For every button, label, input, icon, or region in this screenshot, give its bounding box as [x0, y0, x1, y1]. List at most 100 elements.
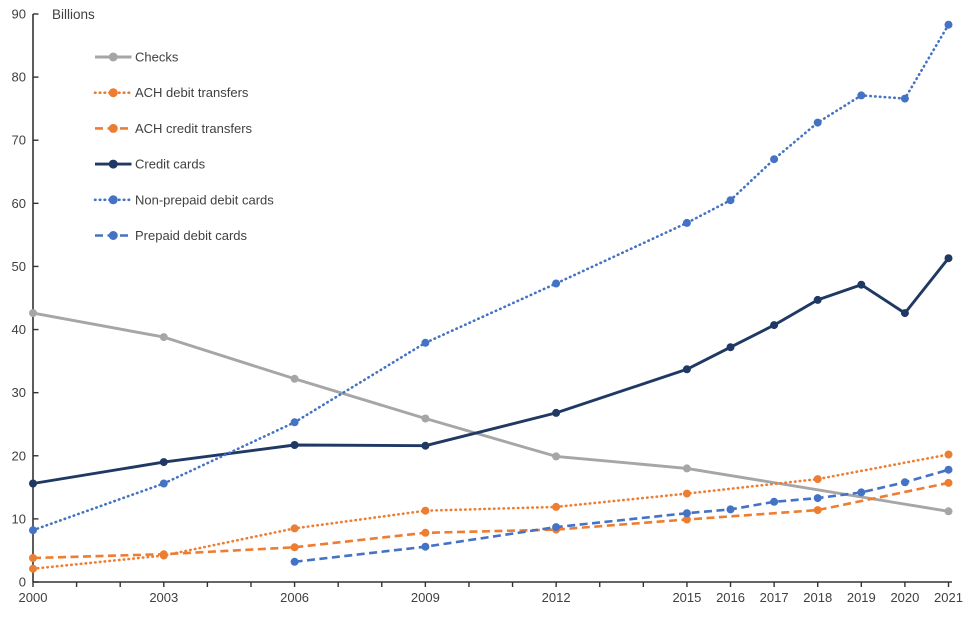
series-line [32, 311, 949, 513]
data-point [813, 475, 822, 484]
legend-item-checks: Checks [95, 50, 179, 65]
data-point [421, 528, 430, 537]
series-checks [29, 309, 953, 516]
y-tick-label: 10 [12, 511, 26, 526]
data-point [682, 515, 691, 524]
legend-marker [108, 52, 118, 62]
data-point [770, 155, 779, 164]
series-line [294, 468, 949, 564]
legend-label: Credit cards [135, 157, 206, 172]
series-prepaid-debit-cards [290, 465, 953, 566]
data-point [290, 543, 299, 552]
x-tick-label: 2012 [542, 590, 571, 605]
legend-label: Checks [135, 50, 179, 65]
legend-marker [108, 159, 118, 169]
y-tick-label: 20 [12, 448, 26, 463]
data-point [857, 488, 866, 497]
data-point [29, 479, 37, 488]
x-tick-label: 2017 [760, 590, 789, 605]
axes: 0 10 20 30 40 50 60 70 80 90 2000 2003 2006 2009 2012 2… [12, 7, 963, 606]
data-point [682, 218, 691, 227]
y-tick-label: 90 [12, 7, 26, 22]
series-ach-debit-transfers [29, 450, 953, 573]
y-tick-label: 80 [12, 70, 26, 85]
x-tick-label: 2021 [934, 590, 963, 605]
data-point [290, 418, 299, 427]
data-point [29, 554, 37, 562]
x-tick-label: 2018 [803, 590, 832, 605]
y-tick-label: 60 [12, 196, 26, 211]
x-tick-label: 2019 [847, 590, 876, 605]
data-point [857, 280, 866, 289]
data-point [159, 458, 168, 467]
data-point [552, 452, 561, 461]
data-point [900, 309, 909, 318]
data-point [159, 479, 168, 488]
data-point [29, 309, 37, 318]
data-point [29, 564, 37, 573]
y-tick-label: 0 [19, 575, 26, 590]
legend-item-ach-debit-transfers: ACH debit transfers [93, 85, 249, 100]
legend-label: Prepaid debit cards [135, 228, 248, 243]
data-point [290, 441, 299, 449]
x-tick-label: 2000 [19, 590, 48, 605]
legend-label: ACH debit transfers [135, 85, 249, 100]
series-non-prepaid-debit-cards [29, 20, 953, 535]
data-point [682, 509, 691, 518]
data-point [813, 118, 822, 127]
data-point [944, 478, 953, 487]
legend-marker [108, 195, 118, 205]
data-point [813, 506, 822, 515]
data-point [421, 441, 430, 450]
legend-label: ACH credit transfers [135, 121, 253, 136]
legend-item-ach-credit-transfers: ACH credit transfers [95, 121, 253, 136]
data-point [552, 279, 561, 288]
y-tick-label: 30 [12, 385, 26, 400]
data-point [290, 524, 299, 533]
x-tick-label: 2006 [280, 590, 309, 605]
data-point [813, 295, 822, 304]
data-point [159, 550, 168, 559]
data-point [726, 343, 735, 352]
data-point [682, 489, 691, 498]
data-point [290, 557, 299, 566]
series-line [32, 257, 950, 485]
x-tick-label: 2016 [716, 590, 745, 605]
data-point [726, 505, 735, 514]
series-ach-credit-transfers [29, 478, 953, 562]
data-point [770, 321, 779, 330]
data-point [682, 365, 691, 374]
data-point [552, 502, 561, 511]
data-point [421, 338, 430, 347]
series-line [31, 453, 950, 570]
data-point [944, 254, 953, 263]
data-point [290, 374, 299, 383]
y-axis-title: Billions [52, 7, 95, 22]
data-point [770, 497, 779, 506]
legend-label: Non-prepaid debit cards [135, 192, 274, 207]
legend-item-prepaid-debit-cards: Prepaid debit cards [95, 228, 248, 243]
data-point [944, 450, 953, 459]
legend-item-non-prepaid-debit-cards: Non-prepaid debit cards [93, 192, 274, 207]
legend-marker [108, 88, 118, 98]
series-line [32, 481, 949, 560]
data-point [726, 196, 735, 205]
data-point [944, 465, 953, 474]
data-point [29, 526, 37, 535]
x-tick-label: 2015 [672, 590, 701, 605]
data-point [421, 506, 430, 515]
y-tick-label: 40 [12, 322, 26, 337]
legend-marker [108, 231, 118, 240]
x-tick-label: 2009 [411, 590, 440, 605]
x-tick-label: 2003 [149, 590, 178, 605]
y-tick-label: 50 [12, 259, 26, 274]
legend-item-credit-cards: Credit cards [95, 157, 206, 172]
series-layer [29, 20, 953, 573]
data-point [421, 542, 430, 551]
data-point [900, 478, 909, 487]
data-point [159, 333, 168, 342]
data-point [900, 94, 909, 103]
data-point [552, 408, 561, 417]
